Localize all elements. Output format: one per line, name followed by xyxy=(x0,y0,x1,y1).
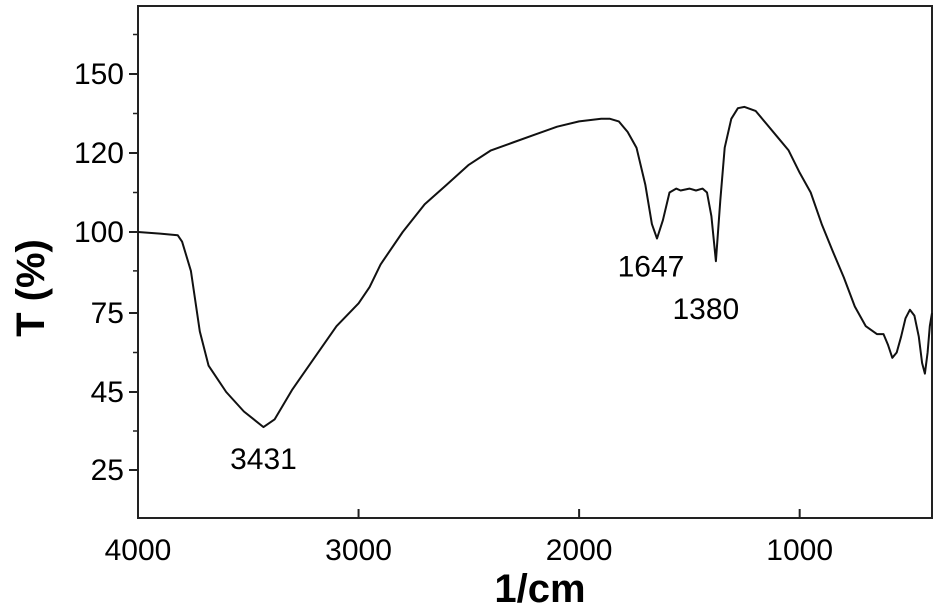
spectrum-line xyxy=(137,105,933,429)
x-tick-label: 2000 xyxy=(546,534,613,567)
x-axis-title: 1/cm xyxy=(494,567,585,611)
y-axis-ticks: 25 45 75 100 120 150 xyxy=(74,33,138,487)
y-tick-label: 45 xyxy=(91,376,124,409)
x-tick-label: 3000 xyxy=(325,534,392,567)
x-tick-label: 4000 xyxy=(105,534,172,567)
peak-label-3431: 3431 xyxy=(230,443,297,476)
y-tick-label: 75 xyxy=(91,297,124,330)
peak-label-1380: 1380 xyxy=(672,293,739,326)
x-axis-ticks: 4000 3000 2000 1000 xyxy=(105,509,833,567)
y-tick-label: 150 xyxy=(74,58,124,91)
y-tick-label: 25 xyxy=(91,454,124,487)
peak-label-1647: 1647 xyxy=(618,250,685,283)
plot-frame xyxy=(137,5,933,519)
y-tick-label: 100 xyxy=(74,216,124,249)
peak-annotations: 3431 1647 1380 xyxy=(230,250,739,476)
x-tick-label: 1000 xyxy=(766,534,833,567)
y-tick-label: 120 xyxy=(74,137,124,170)
y-axis-title: T (%) xyxy=(9,239,53,337)
